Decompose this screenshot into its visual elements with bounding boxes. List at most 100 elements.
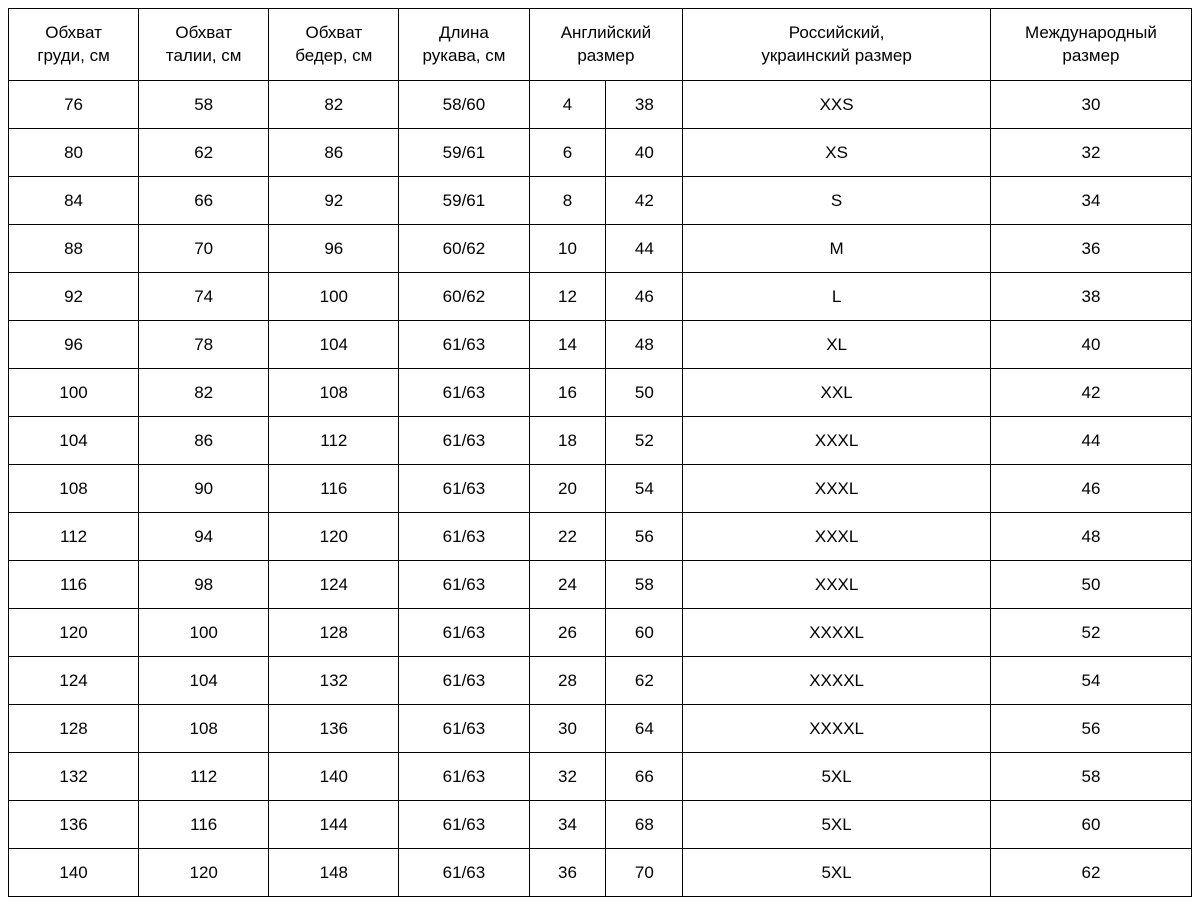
table-cell: 60 <box>606 609 683 657</box>
table-row: 12410413261/632862XXXXL54 <box>9 657 1192 705</box>
table-cell: 60 <box>990 801 1191 849</box>
table-cell: 16 <box>529 369 606 417</box>
table-cell: 5XL <box>683 753 991 801</box>
table-body: 76588258/60438XXS3080628659/61640XS32846… <box>9 81 1192 897</box>
table-cell: 61/63 <box>399 369 529 417</box>
table-cell: 100 <box>139 609 269 657</box>
table-cell: 124 <box>269 561 399 609</box>
table-row: 88709660/621044M36 <box>9 225 1192 273</box>
table-cell: 38 <box>606 81 683 129</box>
table-cell: 42 <box>606 177 683 225</box>
table-cell: 88 <box>9 225 139 273</box>
table-cell: 59/61 <box>399 177 529 225</box>
table-cell: 128 <box>9 705 139 753</box>
table-cell: 112 <box>269 417 399 465</box>
table-cell: 120 <box>269 513 399 561</box>
table-cell: 120 <box>139 849 269 897</box>
table-cell: 12 <box>529 273 606 321</box>
table-cell: 36 <box>529 849 606 897</box>
table-cell: 94 <box>139 513 269 561</box>
table-cell: 136 <box>269 705 399 753</box>
header-label: груди, см <box>37 46 109 65</box>
table-cell: 61/63 <box>399 801 529 849</box>
header-english: Английский размер <box>529 9 683 81</box>
table-cell: 148 <box>269 849 399 897</box>
table-row: 1008210861/631650XXL42 <box>9 369 1192 417</box>
table-cell: 5XL <box>683 849 991 897</box>
table-cell: 14 <box>529 321 606 369</box>
table-cell: 28 <box>529 657 606 705</box>
table-cell: 112 <box>139 753 269 801</box>
table-row: 80628659/61640XS32 <box>9 129 1192 177</box>
table-cell: 40 <box>606 129 683 177</box>
table-cell: 74 <box>139 273 269 321</box>
table-cell: 60/62 <box>399 273 529 321</box>
table-cell: 38 <box>990 273 1191 321</box>
table-cell: 98 <box>139 561 269 609</box>
table-cell: 40 <box>990 321 1191 369</box>
table-cell: 52 <box>990 609 1191 657</box>
header-label: бедер, см <box>295 46 372 65</box>
table-cell: 48 <box>990 513 1191 561</box>
table-cell: 76 <box>9 81 139 129</box>
table-cell: 66 <box>139 177 269 225</box>
table-cell: 54 <box>990 657 1191 705</box>
table-cell: XXXL <box>683 561 991 609</box>
header-label: Обхват <box>45 23 102 42</box>
table-cell: 60/62 <box>399 225 529 273</box>
table-cell: 68 <box>606 801 683 849</box>
table-row: 14012014861/6336705XL62 <box>9 849 1192 897</box>
header-sleeve: Длина рукава, см <box>399 9 529 81</box>
table-cell: 34 <box>990 177 1191 225</box>
table-cell: 52 <box>606 417 683 465</box>
table-cell: 59/61 <box>399 129 529 177</box>
table-cell: 108 <box>9 465 139 513</box>
table-cell: 62 <box>139 129 269 177</box>
table-cell: 50 <box>606 369 683 417</box>
table-cell: M <box>683 225 991 273</box>
header-international: Международный размер <box>990 9 1191 81</box>
table-row: 1129412061/632256XXXL48 <box>9 513 1192 561</box>
table-cell: 58 <box>606 561 683 609</box>
table-cell: 62 <box>606 657 683 705</box>
table-row: 1048611261/631852XXXL44 <box>9 417 1192 465</box>
table-cell: 96 <box>9 321 139 369</box>
table-cell: 82 <box>139 369 269 417</box>
table-row: 13611614461/6334685XL60 <box>9 801 1192 849</box>
table-cell: 30 <box>990 81 1191 129</box>
table-cell: XXXL <box>683 513 991 561</box>
table-cell: 78 <box>139 321 269 369</box>
table-cell: 108 <box>269 369 399 417</box>
table-row: 1089011661/632054XXXL46 <box>9 465 1192 513</box>
table-cell: 140 <box>269 753 399 801</box>
table-cell: 32 <box>990 129 1191 177</box>
table-cell: 144 <box>269 801 399 849</box>
table-cell: 36 <box>990 225 1191 273</box>
table-row: 76588258/60438XXS30 <box>9 81 1192 129</box>
table-cell: 128 <box>269 609 399 657</box>
header-label: рукава, см <box>422 46 505 65</box>
table-cell: 61/63 <box>399 465 529 513</box>
table-cell: 18 <box>529 417 606 465</box>
header-label: Обхват <box>306 23 363 42</box>
table-cell: 132 <box>9 753 139 801</box>
table-cell: XS <box>683 129 991 177</box>
table-cell: 50 <box>990 561 1191 609</box>
table-cell: 24 <box>529 561 606 609</box>
table-cell: 56 <box>990 705 1191 753</box>
table-cell: L <box>683 273 991 321</box>
table-cell: 108 <box>139 705 269 753</box>
table-cell: 86 <box>139 417 269 465</box>
table-cell: 70 <box>139 225 269 273</box>
table-cell: 64 <box>606 705 683 753</box>
table-row: 927410060/621246L38 <box>9 273 1192 321</box>
table-cell: S <box>683 177 991 225</box>
table-cell: XXXXL <box>683 609 991 657</box>
table-cell: 70 <box>606 849 683 897</box>
table-cell: XXXL <box>683 465 991 513</box>
table-cell: 58/60 <box>399 81 529 129</box>
table-cell: 58 <box>139 81 269 129</box>
table-cell: 140 <box>9 849 139 897</box>
header-label: талии, см <box>166 46 242 65</box>
table-cell: 62 <box>990 849 1191 897</box>
